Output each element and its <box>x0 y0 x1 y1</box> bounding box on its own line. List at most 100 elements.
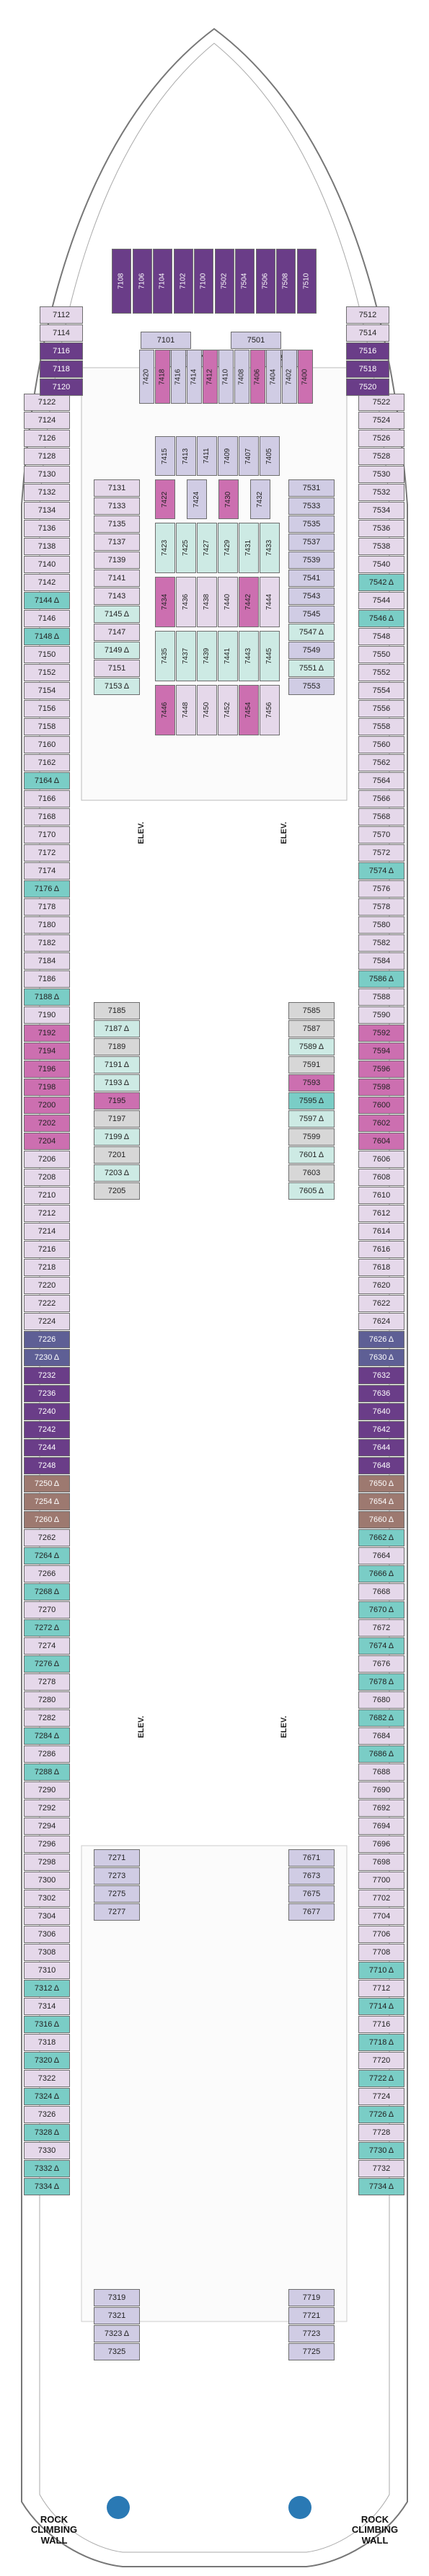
cabin-7540[interactable]: 7540 <box>358 556 404 573</box>
cabin-7734[interactable]: 7734 Δ <box>358 2178 404 2195</box>
cabin-7664[interactable]: 7664 <box>358 1547 404 1564</box>
cabin-7406[interactable]: 7406 <box>250 350 265 404</box>
cabin-7588[interactable]: 7588 <box>358 988 404 1006</box>
cabin-7644[interactable]: 7644 <box>358 1439 404 1456</box>
cabin-7138[interactable]: 7138 <box>24 538 70 555</box>
cabin-7531[interactable]: 7531 <box>288 479 335 497</box>
cabin-7180[interactable]: 7180 <box>24 916 70 934</box>
cabin-7195[interactable]: 7195 <box>94 1092 140 1110</box>
cabin-7208[interactable]: 7208 <box>24 1169 70 1186</box>
cabin-7686[interactable]: 7686 Δ <box>358 1745 404 1763</box>
cabin-7118[interactable]: 7118 <box>40 360 83 378</box>
cabin-7706[interactable]: 7706 <box>358 1926 404 1943</box>
cabin-7602[interactable]: 7602 <box>358 1115 404 1132</box>
cabin-7542[interactable]: 7542 Δ <box>358 574 404 591</box>
cabin-7712[interactable]: 7712 <box>358 1980 404 1997</box>
cabin-7202[interactable]: 7202 <box>24 1115 70 1132</box>
cabin-7580[interactable]: 7580 <box>358 916 404 934</box>
cabin-7405[interactable]: 7405 <box>260 436 280 476</box>
cabin-7128[interactable]: 7128 <box>24 448 70 465</box>
cabin-7586[interactable]: 7586 Δ <box>358 970 404 988</box>
cabin-7432[interactable]: 7432 <box>250 479 270 519</box>
cabin-7275[interactable]: 7275 <box>94 1885 140 1903</box>
cabin-7304[interactable]: 7304 <box>24 1908 70 1925</box>
cabin-7120[interactable]: 7120 <box>40 379 83 396</box>
cabin-7560[interactable]: 7560 <box>358 736 404 753</box>
cabin-7700[interactable]: 7700 <box>358 1872 404 1889</box>
cabin-7112[interactable]: 7112 <box>40 306 83 324</box>
cabin-7410[interactable]: 7410 <box>218 350 234 404</box>
cabin-7139[interactable]: 7139 <box>94 552 140 569</box>
cabin-7322[interactable]: 7322 <box>24 2070 70 2087</box>
cabin-7430[interactable]: 7430 <box>218 479 239 519</box>
cabin-7404[interactable]: 7404 <box>266 350 281 404</box>
cabin-7248[interactable]: 7248 <box>24 1457 70 1474</box>
cabin-7136[interactable]: 7136 <box>24 520 70 537</box>
cabin-7725[interactable]: 7725 <box>288 2343 335 2360</box>
cabin-7106[interactable]: 7106 <box>132 249 152 314</box>
cabin-7589[interactable]: 7589 Δ <box>288 1038 335 1055</box>
cabin-7610[interactable]: 7610 <box>358 1187 404 1204</box>
cabin-7212[interactable]: 7212 <box>24 1205 70 1222</box>
cabin-7438[interactable]: 7438 <box>197 577 217 627</box>
cabin-7204[interactable]: 7204 <box>24 1133 70 1150</box>
cabin-7218[interactable]: 7218 <box>24 1259 70 1276</box>
cabin-7260[interactable]: 7260 Δ <box>24 1511 70 1528</box>
cabin-7601[interactable]: 7601 Δ <box>288 1146 335 1164</box>
cabin-7415[interactable]: 7415 <box>155 436 175 476</box>
cabin-7273[interactable]: 7273 <box>94 1867 140 1885</box>
cabin-7440[interactable]: 7440 <box>218 577 238 627</box>
cabin-7189[interactable]: 7189 <box>94 1038 140 1055</box>
cabin-7660[interactable]: 7660 Δ <box>358 1511 404 1528</box>
cabin-7101[interactable]: 7101 <box>141 332 191 349</box>
cabin-7240[interactable]: 7240 <box>24 1403 70 1420</box>
cabin-7296[interactable]: 7296 <box>24 1836 70 1853</box>
cabin-7422[interactable]: 7422 <box>155 479 175 519</box>
cabin-7206[interactable]: 7206 <box>24 1151 70 1168</box>
cabin-7670[interactable]: 7670 Δ <box>358 1601 404 1619</box>
cabin-7308[interactable]: 7308 <box>24 1944 70 1961</box>
cabin-7444[interactable]: 7444 <box>260 577 280 627</box>
cabin-7721[interactable]: 7721 <box>288 2307 335 2324</box>
cabin-7678[interactable]: 7678 Δ <box>358 1673 404 1691</box>
cabin-7606[interactable]: 7606 <box>358 1151 404 1168</box>
cabin-7158[interactable]: 7158 <box>24 718 70 735</box>
cabin-7270[interactable]: 7270 <box>24 1601 70 1619</box>
cabin-7222[interactable]: 7222 <box>24 1295 70 1312</box>
cabin-7321[interactable]: 7321 <box>94 2307 140 2324</box>
cabin-7274[interactable]: 7274 <box>24 1637 70 1655</box>
cabin-7537[interactable]: 7537 <box>288 534 335 551</box>
cabin-7197[interactable]: 7197 <box>94 1110 140 1128</box>
cabin-7254[interactable]: 7254 Δ <box>24 1493 70 1510</box>
cabin-7553[interactable]: 7553 <box>288 678 335 695</box>
cabin-7302[interactable]: 7302 <box>24 1890 70 1907</box>
cabin-7200[interactable]: 7200 <box>24 1097 70 1114</box>
cabin-7702[interactable]: 7702 <box>358 1890 404 1907</box>
cabin-7400[interactable]: 7400 <box>298 350 313 404</box>
cabin-7148[interactable]: 7148 Δ <box>24 628 70 645</box>
cabin-7168[interactable]: 7168 <box>24 808 70 826</box>
cabin-7147[interactable]: 7147 <box>94 624 140 641</box>
cabin-7534[interactable]: 7534 <box>358 502 404 519</box>
cabin-7591[interactable]: 7591 <box>288 1056 335 1074</box>
cabin-7418[interactable]: 7418 <box>155 350 170 404</box>
cabin-7196[interactable]: 7196 <box>24 1061 70 1078</box>
cabin-7170[interactable]: 7170 <box>24 826 70 844</box>
cabin-7262[interactable]: 7262 <box>24 1529 70 1546</box>
cabin-7137[interactable]: 7137 <box>94 534 140 551</box>
cabin-7502[interactable]: 7502 <box>214 249 234 314</box>
cabin-7694[interactable]: 7694 <box>358 1818 404 1835</box>
cabin-7292[interactable]: 7292 <box>24 1800 70 1817</box>
cabin-7156[interactable]: 7156 <box>24 700 70 717</box>
cabin-7433[interactable]: 7433 <box>260 523 280 573</box>
cabin-7654[interactable]: 7654 Δ <box>358 1493 404 1510</box>
cabin-7142[interactable]: 7142 <box>24 574 70 591</box>
cabin-7186[interactable]: 7186 <box>24 970 70 988</box>
cabin-7648[interactable]: 7648 <box>358 1457 404 1474</box>
cabin-7676[interactable]: 7676 <box>358 1655 404 1673</box>
cabin-7328[interactable]: 7328 Δ <box>24 2124 70 2141</box>
cabin-7416[interactable]: 7416 <box>171 350 186 404</box>
cabin-7632[interactable]: 7632 <box>358 1367 404 1384</box>
cabin-7290[interactable]: 7290 <box>24 1781 70 1799</box>
cabin-7724[interactable]: 7724 <box>358 2088 404 2105</box>
